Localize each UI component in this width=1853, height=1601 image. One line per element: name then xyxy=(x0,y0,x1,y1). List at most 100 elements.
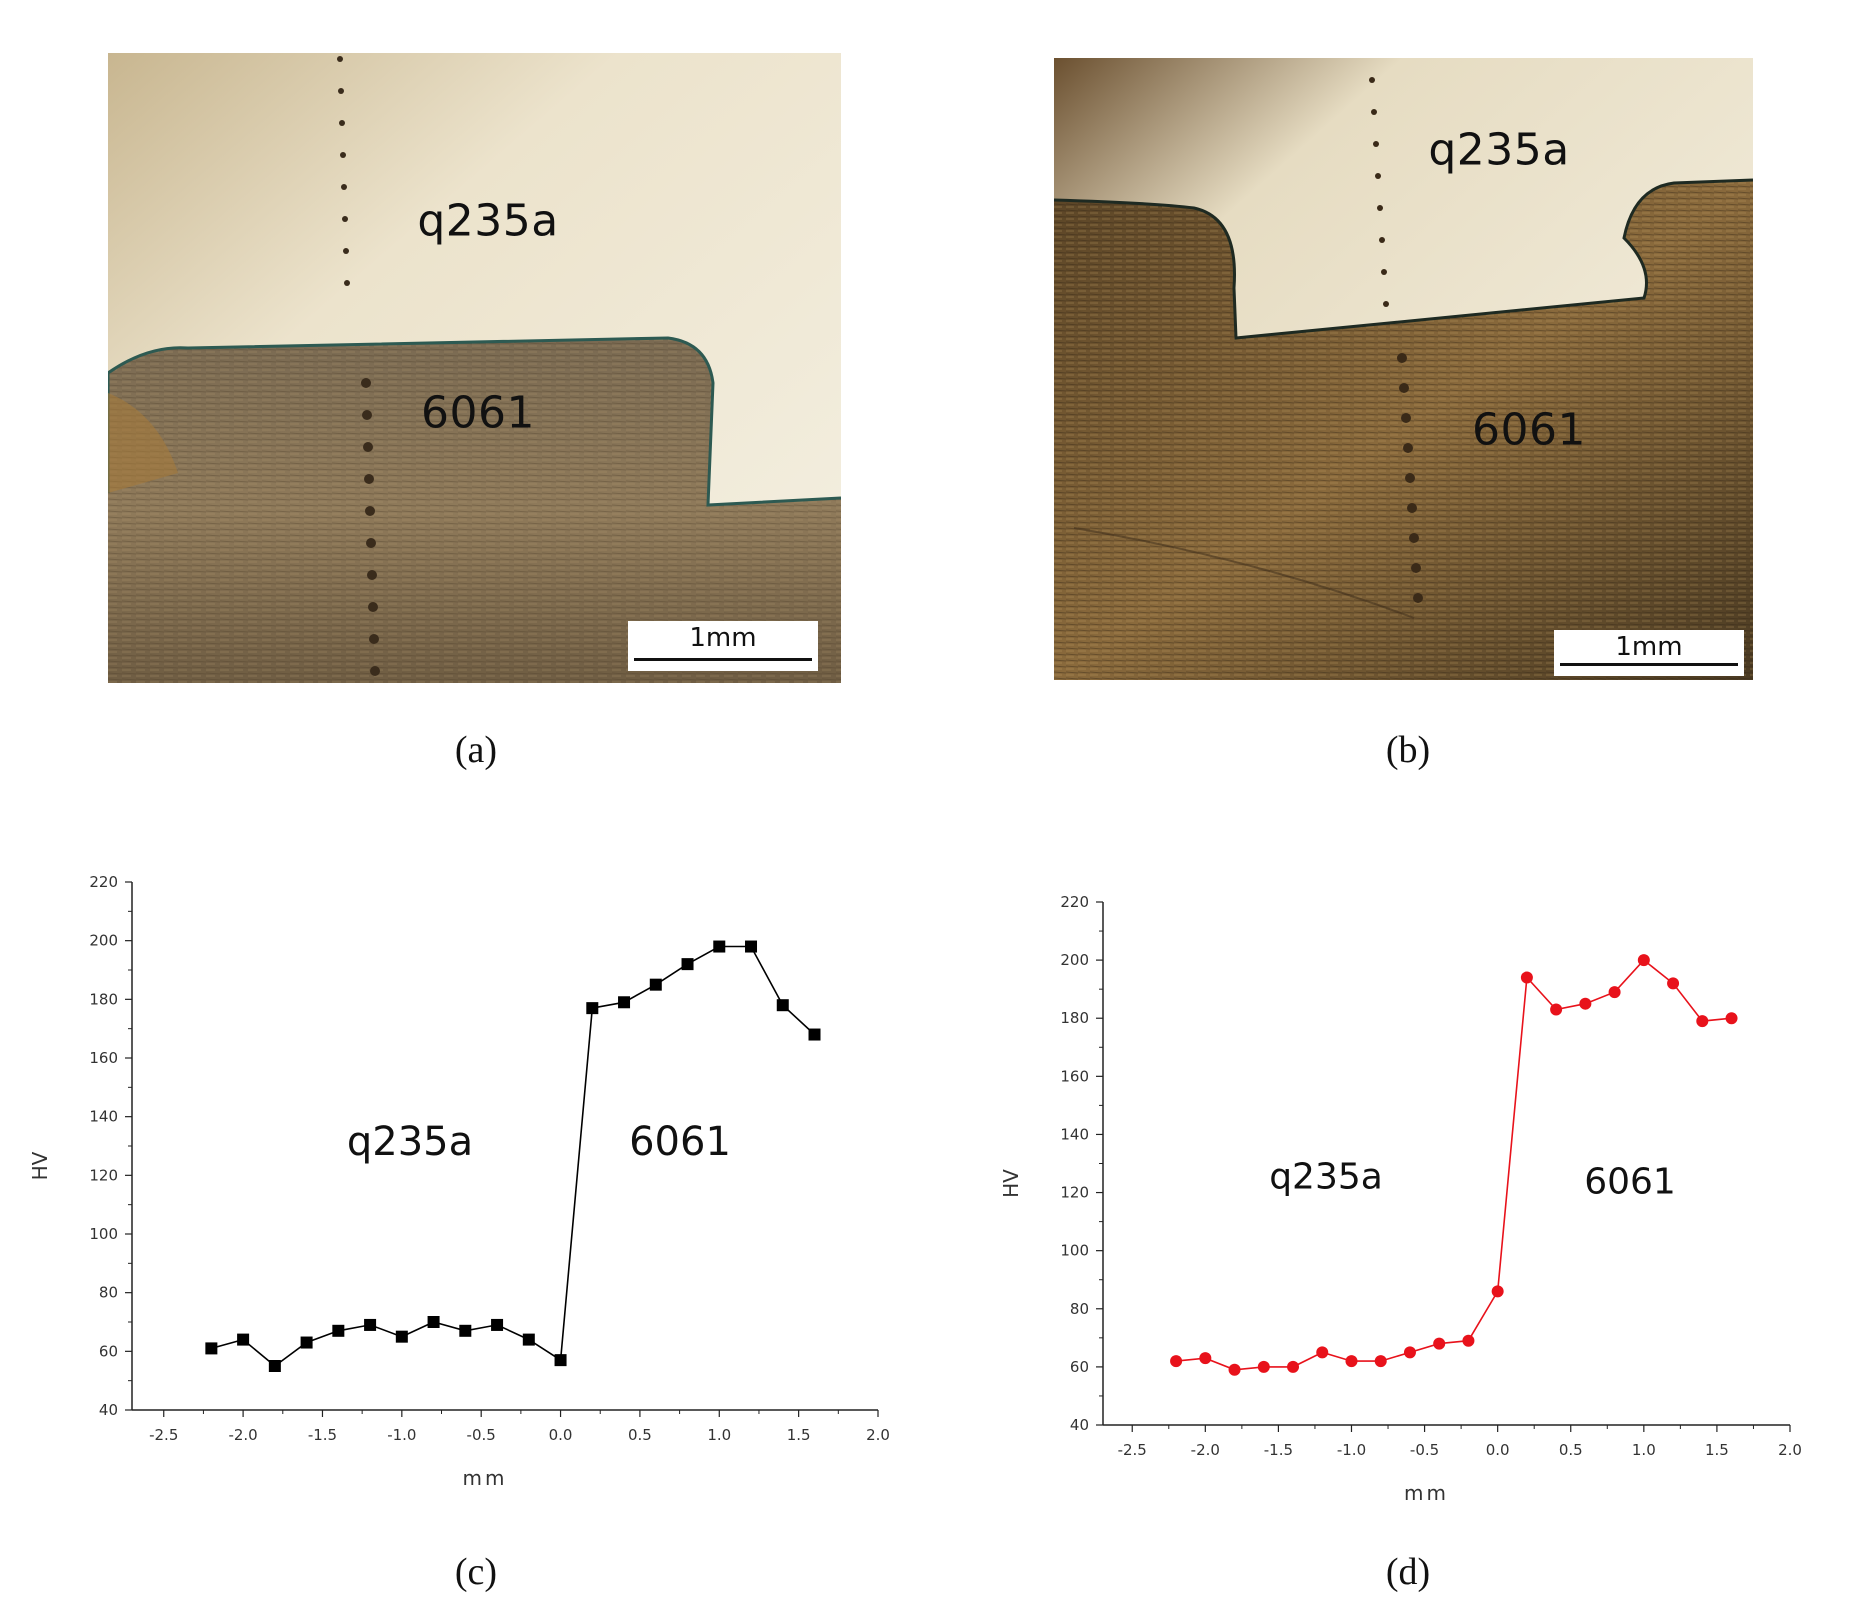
x-tick-label: -0.5 xyxy=(1410,1441,1439,1459)
data-point xyxy=(427,1316,440,1328)
data-point xyxy=(554,1354,567,1367)
chart-d-svg: 40 60 80 100 120 140 160 180 200 220 -2.5 -2.0 -1.5 -… xyxy=(999,893,1802,1505)
y-axis-label: HV xyxy=(28,1151,52,1180)
data-point xyxy=(649,978,662,991)
chart-c-q235a-annotation: q235a xyxy=(346,1119,474,1165)
x-tick-label: 0.0 xyxy=(549,1426,573,1444)
scale-bar-b: 1mm xyxy=(1554,630,1744,676)
x-tick-label: -1.0 xyxy=(387,1426,416,1444)
micro-a-top-label: q235a xyxy=(417,195,559,247)
scale-bar-a-line xyxy=(634,658,812,661)
x-tick-label: -0.5 xyxy=(467,1426,496,1444)
chart-d-q235a-annotation: q235a xyxy=(1269,1156,1383,1198)
data-point xyxy=(1696,1015,1709,1028)
data-point xyxy=(745,940,758,953)
data-point xyxy=(237,1333,250,1346)
x-tick-label: 0.5 xyxy=(1559,1441,1583,1459)
micro-b-top-label: q235a xyxy=(1428,124,1570,176)
x-axis-label: mm xyxy=(463,1466,508,1490)
x-axis-label: mm xyxy=(1404,1481,1449,1505)
y-tick-label: 40 xyxy=(1070,1416,1089,1434)
x-tick-label: -1.5 xyxy=(1264,1441,1293,1459)
data-point xyxy=(1725,1012,1738,1025)
caption-b: (b) xyxy=(1385,729,1431,771)
chart-d-6061-annotation: 6061 xyxy=(1584,1161,1676,1203)
x-tick-label: -2.5 xyxy=(1118,1441,1147,1459)
y-tick-label: 120 xyxy=(1060,1184,1089,1202)
data-point xyxy=(1345,1355,1358,1368)
data-point xyxy=(1667,977,1680,990)
x-tick-label: 1.5 xyxy=(1705,1441,1729,1459)
micrograph-b: q235a 6061 1mm xyxy=(1054,58,1753,680)
scale-bar-b-label: 1mm xyxy=(1615,632,1683,662)
caption-a: (a) xyxy=(454,729,498,771)
data-point xyxy=(1579,997,1592,1010)
data-point xyxy=(1637,954,1650,967)
data-point xyxy=(1520,971,1533,984)
x-tick-label: -2.5 xyxy=(149,1426,178,1444)
chart-c-6061-annotation: 6061 xyxy=(629,1119,731,1165)
data-point xyxy=(1228,1363,1241,1376)
x-tick-label: -1.0 xyxy=(1337,1441,1366,1459)
data-point xyxy=(395,1330,408,1343)
y-tick-label: 140 xyxy=(89,1108,118,1126)
y-tick-label: 80 xyxy=(99,1284,118,1302)
y-tick-label: 40 xyxy=(99,1401,118,1419)
data-point xyxy=(618,996,631,1009)
y-tick-label: 140 xyxy=(1060,1125,1089,1143)
data-point xyxy=(1491,1285,1504,1298)
caption-d: (d) xyxy=(1385,1551,1431,1593)
x-tick-label: 1.0 xyxy=(707,1426,731,1444)
x-tick-label: -2.0 xyxy=(1191,1441,1220,1459)
x-tick-label: -1.5 xyxy=(308,1426,337,1444)
data-point xyxy=(586,1002,599,1015)
micro-a-bottom-label: 6061 xyxy=(421,387,535,439)
y-tick-label: 220 xyxy=(89,873,118,891)
scale-bar-a-label: 1mm xyxy=(689,623,757,653)
x-tick-label: 1.0 xyxy=(1632,1441,1656,1459)
y-tick-label: 100 xyxy=(89,1225,118,1243)
data-point xyxy=(1403,1346,1416,1359)
y-tick-label: 220 xyxy=(1060,893,1089,911)
scale-bar-a: 1mm xyxy=(628,621,818,671)
data-point xyxy=(1287,1360,1300,1373)
micro-b-bottom-label: 6061 xyxy=(1472,404,1586,456)
data-point xyxy=(205,1342,218,1355)
chart-d: 40 60 80 100 120 140 160 180 200 220 -2.5 -2.0 -1.5 -… xyxy=(960,860,1853,1520)
y-tick-label: 80 xyxy=(1070,1300,1089,1318)
y-tick-label: 100 xyxy=(1060,1242,1089,1260)
data-point xyxy=(776,999,789,1012)
y-tick-label: 200 xyxy=(1060,951,1089,969)
y-axis-label: HV xyxy=(999,1169,1023,1198)
data-point xyxy=(491,1318,504,1331)
data-point xyxy=(522,1333,535,1346)
data-point xyxy=(1374,1355,1387,1368)
data-point xyxy=(808,1028,821,1041)
y-tick-label: 120 xyxy=(89,1166,118,1184)
data-point xyxy=(300,1336,313,1349)
x-tick-label: 0.0 xyxy=(1486,1441,1510,1459)
data-point xyxy=(1170,1355,1183,1368)
data-point xyxy=(713,940,726,953)
data-point xyxy=(1462,1334,1475,1347)
chart-c: 40 60 80 100 120 140 160 180 200 220 -2.5 -2.0 -1.5 -… xyxy=(0,840,920,1500)
micrograph-a: q235a 6061 1mm xyxy=(108,53,841,683)
x-tick-label: 0.5 xyxy=(628,1426,652,1444)
data-point xyxy=(1550,1003,1563,1016)
y-tick-label: 160 xyxy=(1060,1067,1089,1085)
y-tick-label: 160 xyxy=(89,1049,118,1067)
x-tick-label: 1.5 xyxy=(787,1426,811,1444)
scale-bar-b-line xyxy=(1560,663,1738,666)
data-point xyxy=(681,958,694,971)
data-point xyxy=(268,1360,281,1372)
data-point xyxy=(1316,1346,1329,1359)
x-tick-label: 2.0 xyxy=(866,1426,890,1444)
y-tick-label: 60 xyxy=(1070,1358,1089,1376)
data-point xyxy=(332,1324,345,1337)
y-tick-label: 180 xyxy=(1060,1009,1089,1027)
data-point xyxy=(1608,986,1621,999)
data-point xyxy=(459,1324,472,1337)
x-tick-label: 2.0 xyxy=(1778,1441,1802,1459)
data-point xyxy=(364,1318,377,1331)
y-tick-label: 200 xyxy=(89,932,118,950)
